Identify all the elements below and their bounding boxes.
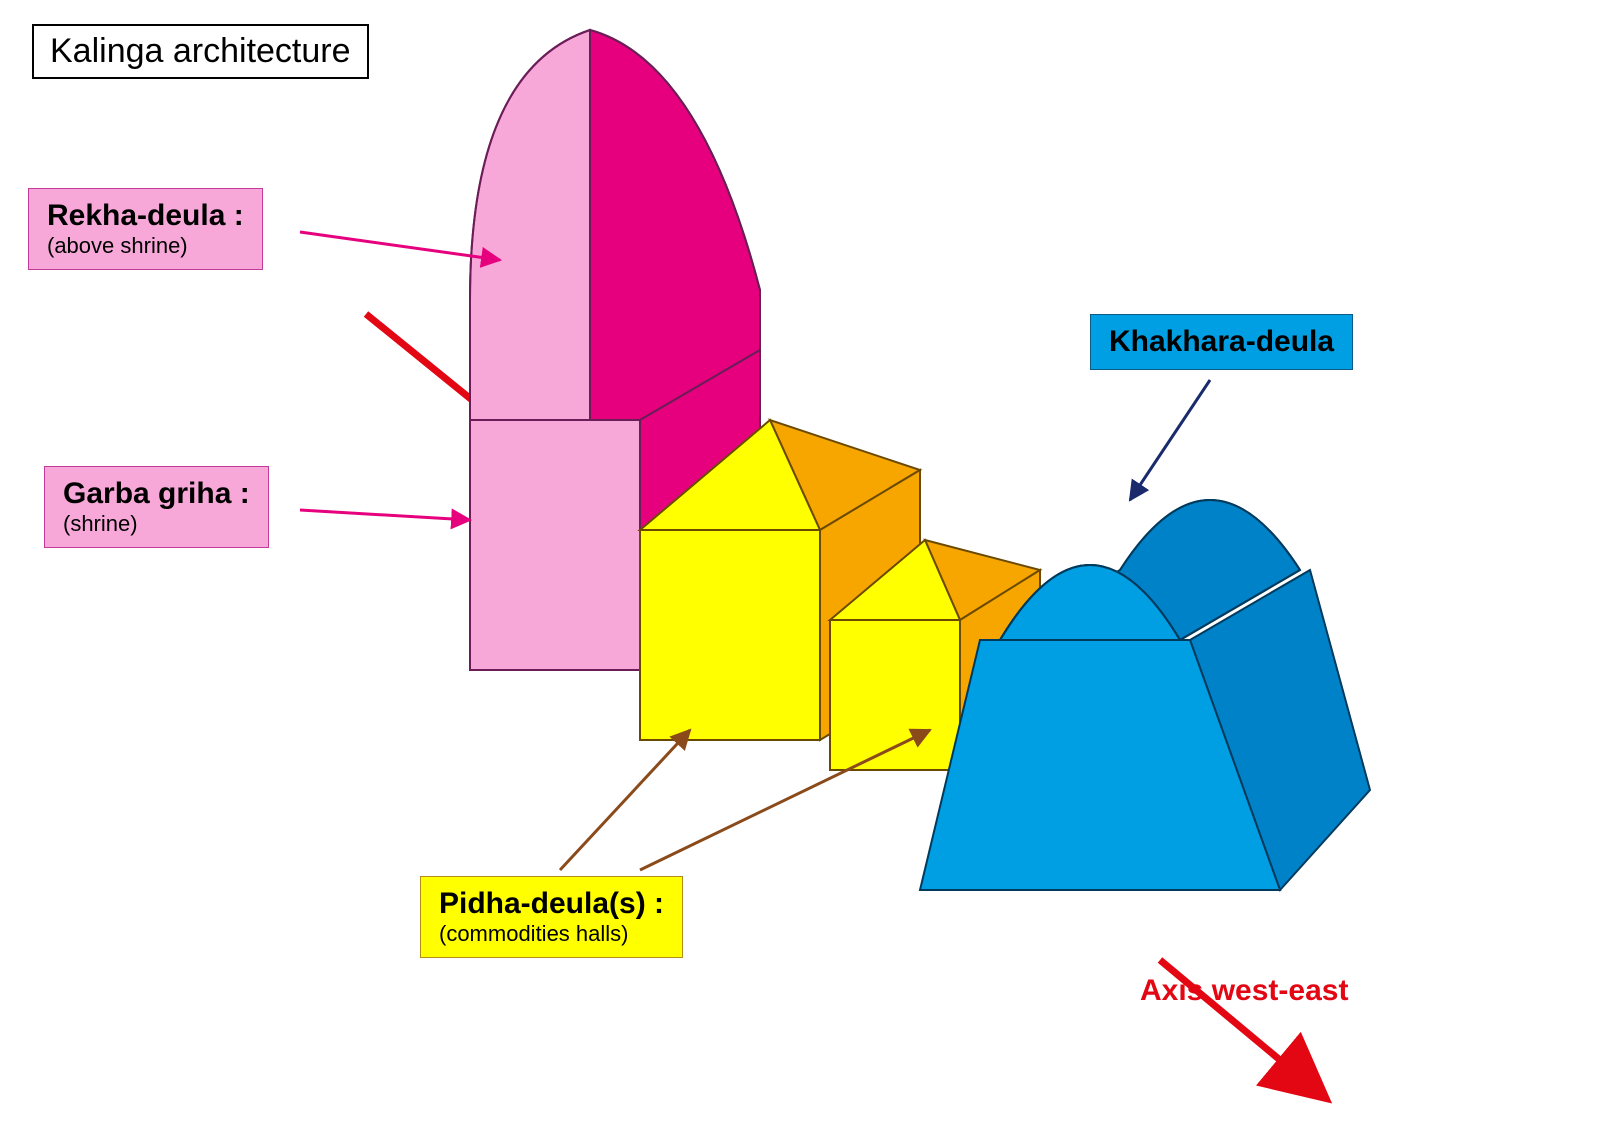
- label-garba: Garba griha : (shrine): [44, 466, 269, 548]
- arrow-khakhara: [1130, 380, 1210, 500]
- diagram-title-text: Kalinga architecture: [50, 32, 351, 70]
- label-garba-sub: (shrine): [63, 511, 250, 537]
- label-pidha-title: Pidha-deula(s) :: [439, 887, 664, 921]
- label-rekha-title: Rekha-deula :: [47, 199, 244, 233]
- label-khakhara: Khakhara-deula: [1090, 314, 1353, 370]
- label-rekha-sub: (above shrine): [47, 233, 244, 259]
- arrow-pidha-2: [640, 730, 930, 870]
- diagram-title: Kalinga architecture: [32, 24, 369, 79]
- label-pidha-sub: (commodities halls): [439, 921, 664, 947]
- label-pidha: Pidha-deula(s) : (commodities halls): [420, 876, 683, 958]
- label-rekha: Rekha-deula : (above shrine): [28, 188, 263, 270]
- arrow-garba: [300, 510, 470, 520]
- label-garba-title: Garba griha :: [63, 477, 250, 511]
- axis-label: Axis west-east: [1140, 974, 1348, 1008]
- diagram-canvas: [0, 0, 1600, 1146]
- label-khakhara-title: Khakhara-deula: [1109, 325, 1334, 359]
- arrow-pidha-1: [560, 730, 690, 870]
- arrow-rekha: [300, 232, 500, 260]
